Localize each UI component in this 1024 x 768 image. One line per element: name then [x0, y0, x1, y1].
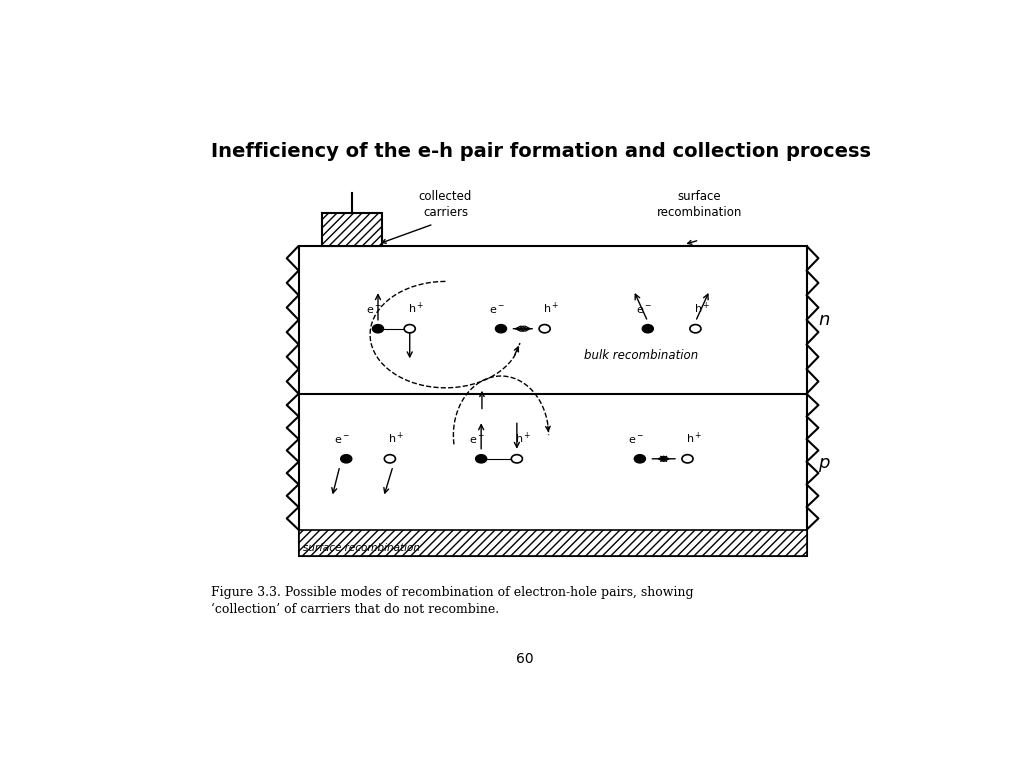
Text: e$^-$: e$^-$	[469, 435, 485, 445]
Circle shape	[634, 455, 645, 463]
Text: surface recombination: surface recombination	[303, 544, 420, 554]
Text: h$^+$: h$^+$	[408, 300, 424, 316]
Text: h$^+$: h$^+$	[515, 431, 531, 445]
Text: n: n	[818, 311, 829, 329]
Circle shape	[373, 325, 384, 333]
Circle shape	[539, 325, 550, 333]
Text: bulk recombination: bulk recombination	[585, 349, 698, 362]
Circle shape	[496, 325, 507, 333]
Text: e$^-$: e$^-$	[489, 305, 505, 316]
Text: h$^+$: h$^+$	[388, 431, 404, 445]
Text: e$^-$: e$^-$	[366, 305, 382, 316]
Text: p: p	[818, 454, 829, 472]
Circle shape	[404, 325, 416, 333]
Bar	[323, 214, 382, 246]
Text: Inefficiency of the e-h pair formation and collection process: Inefficiency of the e-h pair formation a…	[211, 142, 871, 161]
Bar	[299, 246, 807, 556]
Circle shape	[475, 455, 486, 463]
Text: 60: 60	[516, 652, 534, 666]
Text: e$^-$: e$^-$	[636, 305, 652, 316]
Text: collected
carriers: collected carriers	[419, 190, 472, 220]
Text: e$^-$: e$^-$	[334, 435, 350, 445]
Text: h$^+$: h$^+$	[543, 300, 559, 316]
Text: surface
recombination: surface recombination	[656, 190, 742, 220]
Bar	[299, 530, 807, 556]
Text: Figure 3.3. Possible modes of recombination of electron-hole pairs, showing: Figure 3.3. Possible modes of recombinat…	[211, 586, 694, 599]
Text: h$^+$: h$^+$	[693, 300, 710, 316]
Text: e$^-$: e$^-$	[628, 435, 644, 445]
Circle shape	[690, 325, 701, 333]
Text: h$^+$: h$^+$	[686, 431, 702, 445]
Text: ‘collection’ of carriers that do not recombine.: ‘collection’ of carriers that do not rec…	[211, 603, 500, 615]
Circle shape	[511, 455, 522, 463]
Circle shape	[341, 455, 352, 463]
Circle shape	[384, 455, 395, 463]
Circle shape	[642, 325, 653, 333]
Circle shape	[682, 455, 693, 463]
